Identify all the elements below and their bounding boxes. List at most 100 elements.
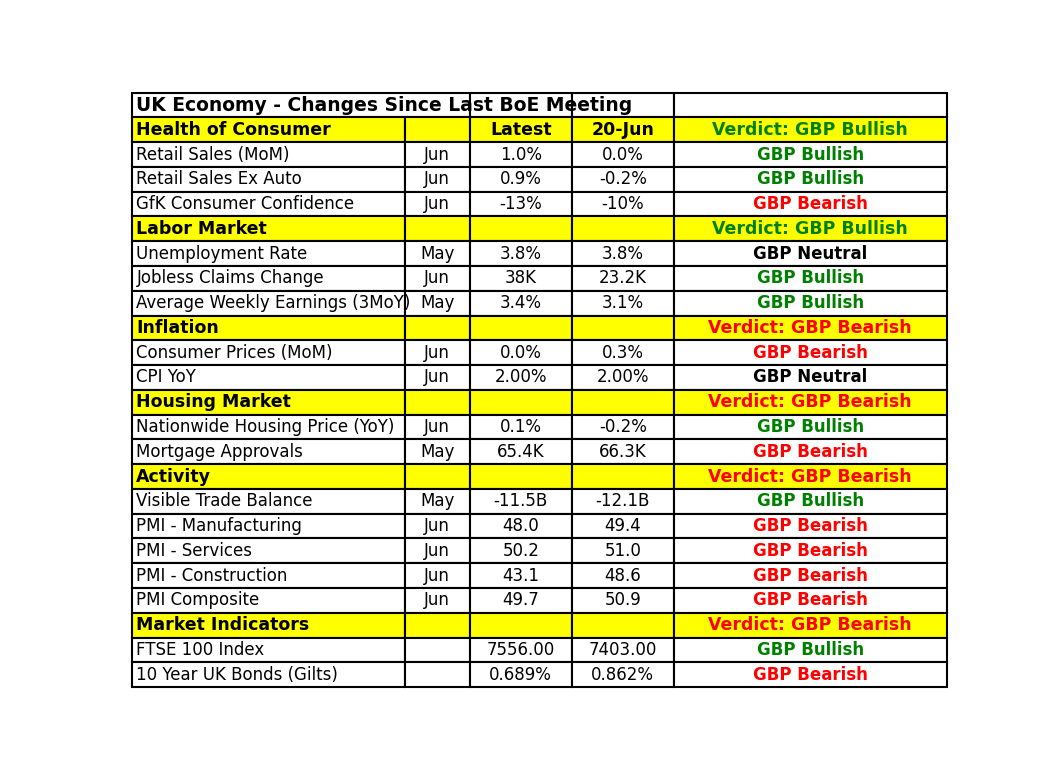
Text: Retail Sales (MoM): Retail Sales (MoM)	[137, 146, 290, 164]
Text: GBP Bullish: GBP Bullish	[756, 146, 864, 164]
Text: May: May	[420, 443, 454, 461]
Text: -0.2%: -0.2%	[599, 171, 647, 188]
Text: GBP Bullish: GBP Bullish	[756, 269, 864, 287]
Bar	[132, 415, 405, 439]
Bar	[132, 588, 405, 613]
Bar	[132, 167, 405, 191]
Text: -12.1B: -12.1B	[595, 493, 650, 510]
Bar	[405, 638, 470, 662]
Text: Retail Sales Ex Auto: Retail Sales Ex Auto	[137, 171, 302, 188]
Text: GBP Bearish: GBP Bearish	[753, 665, 868, 684]
Bar	[132, 638, 405, 662]
Text: 7403.00: 7403.00	[588, 641, 656, 659]
Text: GBP Bullish: GBP Bullish	[756, 171, 864, 188]
Bar	[470, 216, 572, 241]
Text: 3.8%: 3.8%	[602, 245, 644, 262]
Bar	[132, 191, 405, 216]
Text: GBP Neutral: GBP Neutral	[753, 368, 867, 387]
Bar	[470, 93, 572, 117]
Bar	[470, 415, 572, 439]
Bar	[673, 489, 947, 513]
Bar	[470, 489, 572, 513]
Bar	[572, 142, 673, 167]
Bar	[572, 291, 673, 316]
Text: Jun: Jun	[424, 542, 450, 560]
Bar	[572, 365, 673, 390]
Bar	[405, 191, 470, 216]
Text: 48.0: 48.0	[503, 517, 540, 535]
Bar	[470, 340, 572, 365]
Bar	[572, 93, 673, 117]
Text: Verdict: GBP Bearish: Verdict: GBP Bearish	[708, 616, 912, 634]
Text: Activity: Activity	[137, 468, 211, 486]
Bar	[405, 167, 470, 191]
Text: PMI Composite: PMI Composite	[137, 591, 260, 609]
Text: GBP Bullish: GBP Bullish	[756, 294, 864, 312]
Text: GBP Bearish: GBP Bearish	[753, 443, 868, 461]
Text: 20-Jun: 20-Jun	[591, 120, 654, 139]
Bar	[572, 539, 673, 564]
Text: Jun: Jun	[424, 591, 450, 609]
Text: -0.2%: -0.2%	[599, 418, 647, 436]
Bar	[132, 93, 470, 117]
Text: GBP Bearish: GBP Bearish	[753, 542, 868, 560]
Bar	[673, 613, 947, 638]
Text: UK Economy - Changes Since Last BoE Meeting: UK Economy - Changes Since Last BoE Meet…	[137, 96, 632, 114]
Bar	[405, 316, 470, 340]
Bar	[470, 241, 572, 266]
Bar	[572, 638, 673, 662]
Bar	[673, 588, 947, 613]
Bar	[673, 241, 947, 266]
Text: PMI - Construction: PMI - Construction	[137, 567, 288, 584]
Bar	[405, 415, 470, 439]
Text: Jun: Jun	[424, 567, 450, 584]
Text: Nationwide Housing Price (YoY): Nationwide Housing Price (YoY)	[137, 418, 394, 436]
Bar	[132, 142, 405, 167]
Text: Labor Market: Labor Market	[137, 220, 267, 238]
Bar	[673, 93, 947, 117]
Text: 3.8%: 3.8%	[500, 245, 542, 262]
Text: 7556.00: 7556.00	[487, 641, 555, 659]
Bar	[572, 191, 673, 216]
Text: 50.9: 50.9	[604, 591, 641, 609]
Bar	[572, 117, 673, 142]
Bar	[132, 513, 405, 539]
Text: 3.4%: 3.4%	[500, 294, 542, 312]
Bar	[572, 588, 673, 613]
Bar	[572, 216, 673, 241]
Bar	[405, 241, 470, 266]
Bar	[673, 415, 947, 439]
Bar	[572, 613, 673, 638]
Text: Verdict: GBP Bearish: Verdict: GBP Bearish	[708, 468, 912, 486]
Text: FTSE 100 Index: FTSE 100 Index	[137, 641, 265, 659]
Bar	[132, 216, 405, 241]
Bar	[470, 191, 572, 216]
Text: Mortgage Approvals: Mortgage Approvals	[137, 443, 303, 461]
Bar	[673, 365, 947, 390]
Bar	[572, 415, 673, 439]
Bar	[405, 216, 470, 241]
Bar	[132, 662, 405, 687]
Bar	[132, 564, 405, 588]
Text: May: May	[420, 294, 454, 312]
Text: Latest: Latest	[490, 120, 551, 139]
Bar	[572, 564, 673, 588]
Bar	[572, 513, 673, 539]
Text: 65.4K: 65.4K	[497, 443, 545, 461]
Text: Health of Consumer: Health of Consumer	[137, 120, 331, 139]
Text: Verdict: GBP Bullish: Verdict: GBP Bullish	[712, 220, 908, 238]
Bar	[673, 316, 947, 340]
Bar	[673, 464, 947, 489]
Text: 38K: 38K	[505, 269, 537, 287]
Text: GBP Bullish: GBP Bullish	[756, 418, 864, 436]
Bar	[673, 167, 947, 191]
Bar	[572, 241, 673, 266]
Text: May: May	[420, 493, 454, 510]
Text: GBP Neutral: GBP Neutral	[753, 245, 867, 262]
Bar	[673, 191, 947, 216]
Text: PMI - Manufacturing: PMI - Manufacturing	[137, 517, 302, 535]
Bar	[572, 340, 673, 365]
Bar	[673, 638, 947, 662]
Bar	[673, 513, 947, 539]
Bar	[132, 266, 405, 291]
